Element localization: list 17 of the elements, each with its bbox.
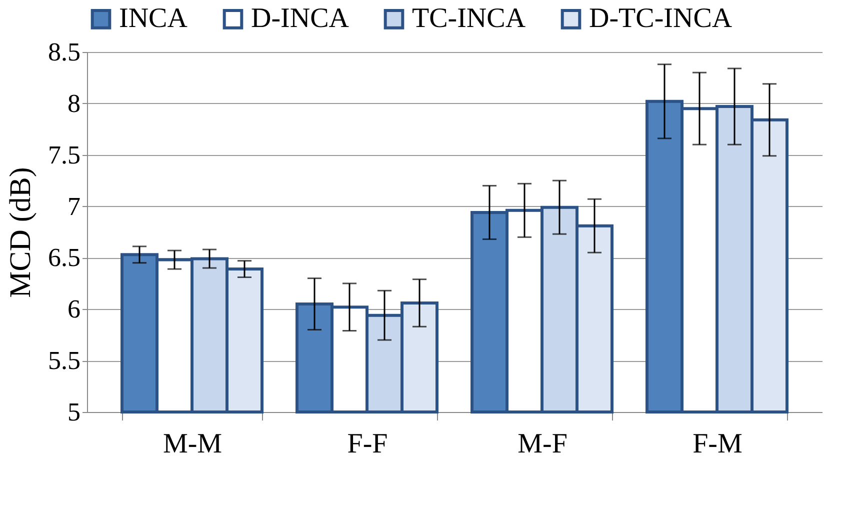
y-tick-label: 8.5 [48,38,80,66]
legend-label: D-INCA [251,3,350,34]
y-axis-title: MCD (dB) [4,167,37,298]
y-tick-label: 5 [68,398,80,426]
x-tick-label: F-F [347,428,388,460]
y-tick-label: 6 [68,294,80,324]
y-tick-label: 8 [68,88,80,118]
legend-label: TC-INCA [412,3,526,34]
legend-label: INCA [119,3,188,34]
y-tick-label: 7.5 [48,140,80,170]
x-tick-label: M-F [518,428,568,460]
y-tick-label: 7 [68,192,80,221]
x-tick-label: F-M [692,428,742,460]
y-tick-label: 6.5 [48,243,80,272]
y-tick-label: 5.5 [48,346,80,376]
x-tick-label: M-M [162,428,222,460]
legend-label: D-TC-INCA [589,3,733,34]
